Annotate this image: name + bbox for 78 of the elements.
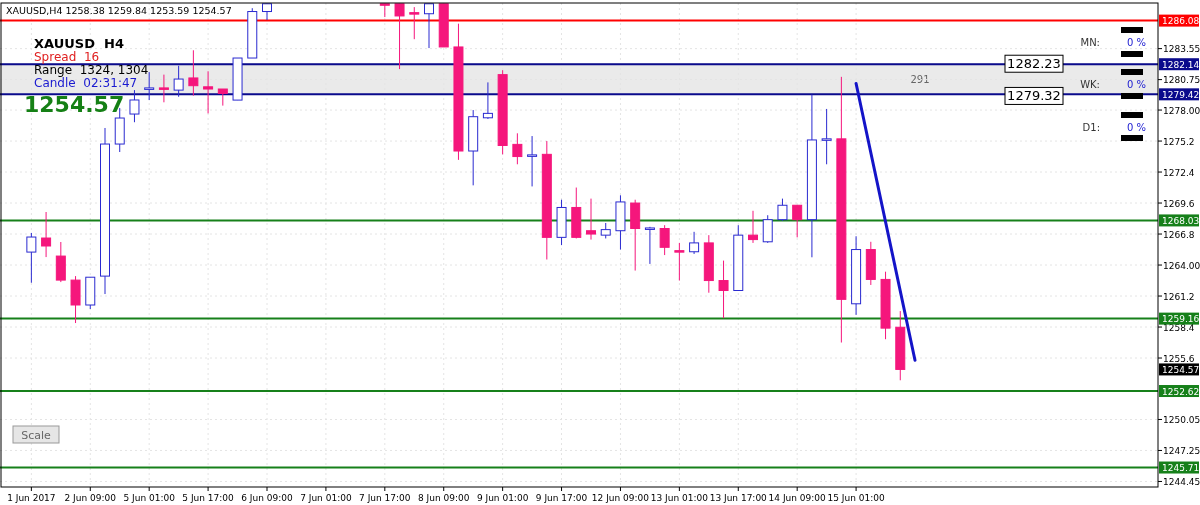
candlestick (586, 198, 596, 241)
y-tick-label: 1278.00 (1163, 105, 1200, 116)
annotation: MN: (1080, 37, 1100, 48)
candlestick (424, 3, 434, 49)
candlestick (129, 89, 140, 123)
annotation: 1254.57 (1162, 364, 1200, 375)
annotation: Candle 02:31:47 (34, 76, 138, 90)
y-tick-label: 1261.2 (1163, 291, 1195, 302)
y-tick-label: 1258.4 (1163, 322, 1195, 333)
annotation: 1282.23 (1007, 56, 1061, 72)
candlestick (689, 231, 700, 255)
y-tick-label: 1264.00 (1163, 260, 1200, 271)
x-tick-label: 9 Jun 17:00 (535, 493, 588, 503)
ref-line-label: 1252.62 (1162, 386, 1200, 397)
candlestick (762, 214, 773, 244)
annotation: 0 % (1126, 79, 1146, 90)
candlestick (718, 260, 729, 319)
annotation: Scale (21, 429, 52, 442)
x-tick-label: 5 Jun 01:00 (123, 493, 176, 503)
x-tick-label: 15 Jun 01:00 (827, 493, 885, 503)
ref-line-label: 1279.42 (1162, 89, 1200, 100)
y-tick-label: 1269.6 (1163, 198, 1195, 209)
candlestick (394, 3, 405, 70)
candlestick (262, 3, 272, 21)
candlestick (644, 226, 655, 265)
annotation: 1279.32 (1007, 88, 1061, 104)
candlestick (512, 132, 523, 165)
candlestick (777, 198, 788, 222)
annotation: Range 1324, 1304 (34, 63, 149, 77)
candlestick (527, 135, 538, 187)
x-tick-label: 13 Jun 17:00 (709, 493, 768, 503)
y-tick-label: 1255.6 (1163, 353, 1195, 364)
chart-title: XAUUSD,H4 1258.38 1259.84 1253.59 1254.57 (6, 5, 232, 16)
text: XAUUSD H4 (34, 36, 124, 51)
y-tick-label: 1250.05 (1163, 414, 1200, 425)
candlestick (173, 65, 184, 98)
x-tick-label: 7 Jun 17:00 (359, 493, 411, 503)
ref-line-label: 1259.16 (1162, 314, 1200, 325)
y-tick-label: 1244.45 (1163, 476, 1200, 487)
candlestick (26, 232, 37, 284)
annotation: WK: (1080, 79, 1100, 90)
candlestick (158, 74, 169, 103)
x-tick-label: 5 Jun 17:00 (182, 493, 235, 503)
x-tick-label: 12 Jun 09:00 (591, 493, 650, 503)
ref-line-label: 1268.03 (1162, 215, 1200, 226)
candlestick (188, 49, 199, 97)
annotation: D1: (1082, 122, 1100, 133)
y-tick-label: 1283.55 (1163, 44, 1200, 55)
x-tick-label: 6 Jun 09:00 (241, 493, 293, 503)
x-tick-label: 8 Jun 09:00 (418, 493, 470, 503)
candlestick (674, 242, 685, 282)
candlestick (409, 6, 420, 40)
x-tick-label: 13 Jun 01:00 (650, 493, 709, 503)
y-tick-label: 1266.8 (1163, 229, 1195, 240)
x-tick-label: 9 Jun 01:00 (476, 493, 529, 503)
ref-line-label: 1286.08 (1162, 16, 1200, 27)
y-tick-label: 1280.75 (1163, 75, 1200, 86)
y-tick-label: 1272.4 (1163, 167, 1195, 178)
candlestick (821, 108, 832, 165)
ref-line-label: 1245.71 (1162, 463, 1200, 474)
y-tick-label: 1275.2 (1163, 136, 1195, 147)
band-label: 291 (910, 73, 930, 85)
candlestick (482, 81, 493, 120)
candlestick (792, 204, 803, 238)
annotation: Spread 16 (34, 50, 100, 64)
annotation: 1254.57 (24, 92, 125, 117)
ref-line-label: 1282.14 (1162, 59, 1200, 70)
x-tick-label: 2 Jun 09:00 (64, 493, 117, 503)
candlestick (203, 70, 214, 114)
candlestick (748, 210, 758, 244)
annotation: 0 % (1126, 37, 1146, 48)
y-tick-label: 1247.25 (1163, 445, 1200, 456)
x-tick-label: 14 Jun 09:00 (768, 493, 827, 503)
candlestick (659, 224, 670, 256)
x-tick-label: 7 Jun 01:00 (300, 493, 352, 503)
x-tick-label: 1 Jun 2017 (7, 493, 56, 503)
annotation: 0 % (1126, 122, 1146, 133)
candlestick (41, 211, 52, 258)
